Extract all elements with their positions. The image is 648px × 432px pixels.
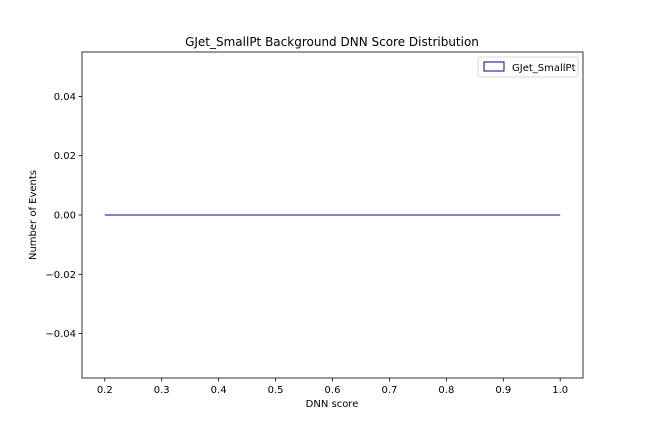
x-tick-label: 1.0: [552, 385, 568, 396]
y-tick-label: 0.00: [54, 211, 76, 222]
y-tick-label: 0.02: [54, 151, 76, 162]
y-tick-label: −0.02: [45, 270, 76, 281]
x-tick-label: 0.5: [268, 385, 284, 396]
x-tick-label: 0.7: [381, 385, 397, 396]
chart-title: GJet_SmallPt Background DNN Score Distri…: [185, 35, 479, 49]
plot-frame: [81, 51, 584, 379]
x-tick-label: 0.9: [495, 385, 511, 396]
y-tick-label: −0.04: [45, 329, 76, 340]
x-tick-label: 0.8: [438, 385, 454, 396]
x-axis-ticks: 0.2 0.3 0.4 0.5 0.6 0.7 0.8 0.9 1.0: [97, 378, 568, 396]
legend: GJet_SmallPt: [477, 56, 579, 78]
x-axis-label: DNN score: [306, 399, 359, 410]
legend-swatch: [483, 61, 505, 72]
legend-label: GJet_SmallPt: [512, 63, 576, 74]
x-tick-label: 0.4: [211, 385, 227, 396]
x-tick-label: 0.3: [154, 385, 170, 396]
y-axis-ticks: −0.04 −0.02 0.00 0.02 0.04: [45, 92, 82, 340]
x-tick-label: 0.2: [97, 385, 113, 396]
y-axis-label: Number of Events: [28, 170, 39, 260]
y-tick-label: 0.04: [54, 92, 76, 103]
x-tick-label: 0.6: [325, 385, 341, 396]
